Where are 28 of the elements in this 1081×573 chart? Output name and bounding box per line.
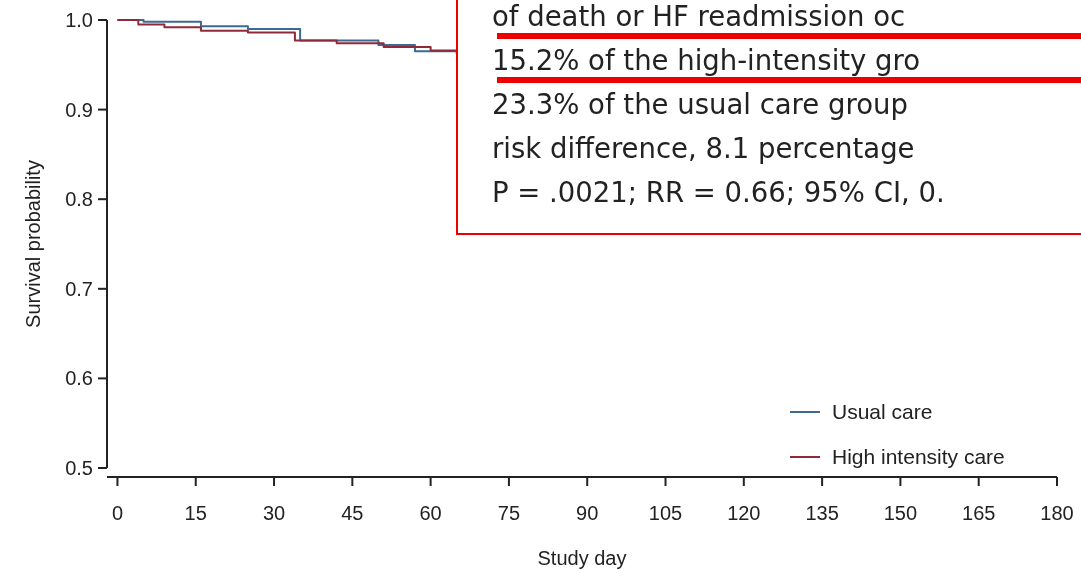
y-tick-label: 1.0 (65, 9, 93, 31)
x-tick-label: 30 (262, 502, 286, 524)
x-tick-label: 105 (648, 502, 683, 524)
y-tick-label: 0.8 (65, 188, 93, 211)
x-tick-label: 90 (576, 502, 599, 524)
x-tick-label: 165 (962, 502, 996, 524)
x-tick-label: 75 (497, 502, 521, 524)
annotation: 23.3% of the usual care group (492, 88, 908, 120)
x-axis-title: Study day (537, 547, 627, 569)
x-tick-label: 150 (883, 502, 918, 524)
y-tick-label: 0.5 (65, 457, 93, 479)
y-tick-label: 0.7 (65, 277, 93, 300)
x-tick-label: 15 (184, 502, 207, 524)
y-tick-label: 0.6 (65, 367, 93, 390)
annotation: 15.2% of the high-intensity gro (492, 44, 921, 76)
x-tick-label: 180 (1040, 502, 1074, 524)
annotation: risk difference, 8.1 percentage (492, 132, 915, 164)
legend-label: Usual care (832, 400, 933, 424)
annotation: P = .0021; RR = 0.66; 95% CI, 0. (492, 176, 945, 208)
x-tick-label: 60 (419, 502, 442, 524)
annotation: of death or HF readmission oc (492, 0, 906, 32)
y-tick-label: 0.9 (65, 98, 93, 121)
x-tick-label: 0 (111, 502, 123, 524)
x-tick-label: 135 (805, 502, 839, 524)
y-axis-title: Survival probability (22, 160, 44, 328)
x-tick-label: 120 (727, 502, 761, 524)
x-tick-label: 45 (341, 502, 364, 524)
legend-label: High intensity care (832, 445, 1005, 469)
